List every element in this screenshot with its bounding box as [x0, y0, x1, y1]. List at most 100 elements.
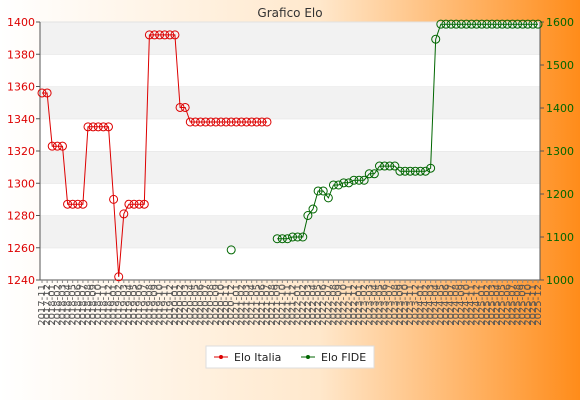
x-tick-label: 2021-02 — [236, 284, 247, 326]
data-point — [252, 117, 262, 127]
x-tick-label: 2021-09 — [272, 284, 283, 326]
x-tick-label: 2018-03 — [57, 284, 68, 326]
x-tick-label: 2020-07 — [201, 284, 212, 326]
legend[interactable]: Elo Italia Elo FIDE — [205, 345, 375, 369]
x-tick-label: 2017-11 — [37, 284, 48, 326]
legend-item-elo-italia[interactable]: Elo Italia — [214, 351, 281, 364]
x-tick-label: 2022-06 — [318, 284, 329, 326]
x-tick-label: 2023-10 — [400, 284, 411, 326]
data-point — [497, 19, 507, 29]
right-tick-label: 1000 — [546, 274, 574, 287]
x-tick-label: 2022-01 — [293, 284, 304, 326]
x-tick-label: 2024-12 — [472, 284, 483, 326]
data-point — [380, 161, 390, 171]
x-tick-label: 2019-08 — [144, 284, 155, 326]
grid-band — [40, 118, 540, 151]
x-tick-label: 2019-09 — [149, 284, 160, 326]
data-point — [421, 166, 431, 176]
left-tick-label: 1280 — [7, 210, 35, 223]
data-point — [518, 19, 528, 29]
x-tick-label: 2022-04 — [308, 284, 319, 326]
x-tick-label: 2021-07 — [262, 284, 273, 326]
data-point — [467, 19, 477, 29]
x-tick-label: 2024-05 — [436, 284, 447, 326]
data-point — [446, 19, 456, 29]
data-point — [451, 19, 461, 29]
legend-marker — [306, 355, 310, 359]
legend-item-elo-fide[interactable]: Elo FIDE — [301, 351, 366, 364]
legend-label: Elo Italia — [234, 351, 281, 364]
x-tick-label: 2020-04 — [185, 284, 196, 326]
data-point — [211, 117, 221, 127]
data-point — [78, 199, 88, 209]
grid-band — [40, 247, 540, 280]
x-tick-label: 2025-09 — [518, 284, 529, 326]
x-tick-label: 2018-05 — [68, 284, 79, 326]
right-tick-label: 1300 — [546, 145, 574, 158]
data-point — [139, 199, 149, 209]
x-tick-label: 2020-12 — [226, 284, 237, 326]
x-tick-label: 2019-01 — [109, 284, 120, 326]
data-point — [221, 117, 231, 127]
x-tick-label: 2020-06 — [196, 284, 207, 326]
left-tick-label: 1240 — [7, 274, 35, 287]
legend-label: Elo FIDE — [321, 351, 366, 364]
x-tick-label: 2022-08 — [328, 284, 339, 326]
x-tick-label: 2021-06 — [257, 284, 268, 326]
x-tick-label: 2019-06 — [134, 284, 145, 326]
x-tick-label: 2025-02 — [482, 284, 493, 326]
data-point — [502, 19, 512, 29]
data-point — [456, 19, 466, 29]
x-tick-label: 2021-04 — [247, 284, 258, 326]
grid-band — [40, 54, 540, 87]
data-point — [313, 186, 323, 196]
grid-band — [40, 86, 540, 119]
x-tick-label: 2020-05 — [190, 284, 201, 326]
data-point — [114, 272, 124, 282]
data-point — [441, 19, 451, 29]
x-tick-label: 2021-03 — [242, 284, 253, 326]
data-point — [513, 19, 523, 29]
x-tick-label: 2020-02 — [175, 284, 186, 326]
x-tick-label: 2023-06 — [380, 284, 391, 326]
x-tick-label: 2019-10 — [155, 284, 166, 326]
data-point — [477, 19, 487, 29]
data-point — [196, 117, 206, 127]
plot-bands — [40, 21, 540, 280]
x-tick-label: 2025-04 — [492, 284, 503, 326]
x-tick-label: 2020-08 — [206, 284, 217, 326]
grid-band — [40, 151, 540, 184]
x-tick-label: 2022-11 — [344, 284, 355, 326]
x-tick-label: 2020-03 — [180, 284, 191, 326]
left-tick-label: 1360 — [7, 81, 35, 94]
data-point — [334, 180, 344, 190]
left-tick-label: 1320 — [7, 145, 35, 158]
x-tick-label: 2018-10 — [93, 284, 104, 326]
data-point — [103, 122, 113, 132]
right-tick-label: 1200 — [546, 188, 574, 201]
x-tick-labels: 2017-112017-122018-012018-022018-032018-… — [37, 280, 544, 326]
x-tick-label: 2021-12 — [288, 284, 299, 326]
data-point — [247, 117, 257, 127]
data-point — [68, 199, 78, 209]
x-tick-label: 2017-12 — [42, 284, 53, 326]
data-point — [190, 117, 200, 127]
x-tick-label: 2024-10 — [461, 284, 472, 326]
x-tick-label: 2022-07 — [323, 284, 334, 326]
grid-band — [40, 22, 540, 55]
data-point — [175, 102, 185, 112]
data-point — [487, 19, 497, 29]
left-tick-label: 1300 — [7, 177, 35, 190]
x-tick-label: 2018-09 — [88, 284, 99, 326]
x-tick-label: 2025-05 — [497, 284, 508, 326]
data-point — [180, 102, 190, 112]
x-tick-label: 2025-08 — [513, 284, 524, 326]
x-tick-label: 2023-01 — [354, 284, 365, 326]
data-point — [170, 30, 180, 40]
x-tick-label: 2019-05 — [129, 284, 140, 326]
data-point — [436, 19, 446, 29]
right-tick-label: 1400 — [546, 102, 574, 115]
legend-box — [205, 345, 375, 369]
x-tick-label: 2022-02 — [298, 284, 309, 326]
data-point — [272, 234, 282, 244]
